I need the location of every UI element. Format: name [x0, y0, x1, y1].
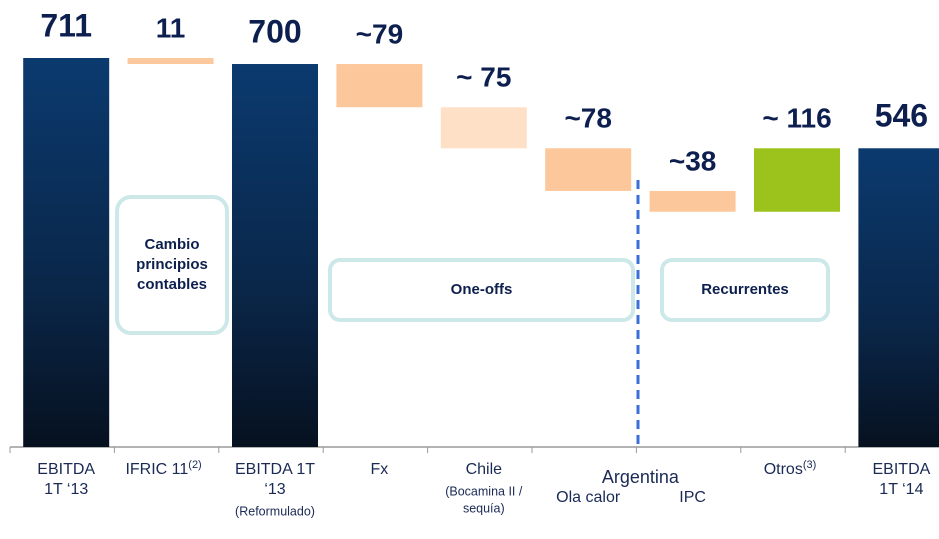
- value-label: ~38: [669, 145, 717, 176]
- x-tick-note: (Bocamina II /: [445, 484, 523, 498]
- x-tick-label: Chile: [466, 461, 503, 478]
- bar: [649, 190, 736, 212]
- x-tick-label: 1T ‘13: [44, 481, 88, 498]
- x-tick-label-text: EBITDA: [37, 461, 95, 478]
- value-label: 546: [875, 98, 928, 134]
- x-tick-label-text: Chile: [466, 461, 503, 478]
- x-tick-label: 1T ‘14: [879, 481, 923, 498]
- x-tick-label: EBITDA: [873, 461, 931, 478]
- annotation-box: [328, 258, 635, 322]
- superscript: (2): [188, 459, 201, 471]
- x-tick-label-text: 1T ‘14: [879, 481, 923, 498]
- annotation-box: [115, 195, 229, 335]
- bar: [232, 64, 318, 448]
- value-label: ~ 75: [456, 62, 511, 93]
- x-tick-note: sequía): [463, 501, 505, 515]
- annotation: Cambio: [144, 236, 199, 253]
- x-tick-label: IFRIC 11(2): [125, 459, 201, 478]
- annotation: contables: [137, 276, 207, 293]
- bar: [754, 148, 840, 212]
- value-label: 711: [40, 7, 92, 43]
- x-tick-label: EBITDA: [37, 461, 95, 478]
- x-tick-label-text: 1T ‘13: [44, 481, 88, 498]
- bar: [23, 58, 110, 447]
- group-label: Argentina: [602, 467, 680, 487]
- bar: [858, 148, 939, 447]
- bar: [127, 58, 214, 65]
- x-tick-label-text: EBITDA: [873, 461, 931, 478]
- x-tick-label-text: Fx: [371, 461, 389, 478]
- x-tick-note: (Reformulado): [235, 504, 315, 518]
- x-tick-label: Fx: [371, 461, 389, 478]
- value-label: ~79: [356, 18, 404, 49]
- x-tick-label-text: IPC: [679, 489, 706, 506]
- annotation-box: [660, 258, 830, 322]
- x-tick-label: IPC: [679, 489, 706, 506]
- x-tick-label-text: EBITDA 1T: [235, 461, 315, 478]
- bar: [440, 107, 527, 149]
- value-label: ~ 116: [762, 103, 831, 134]
- value-label: 700: [248, 13, 301, 49]
- x-tick-label: ‘13: [264, 481, 285, 498]
- x-tick-label-text: Otros: [764, 461, 803, 478]
- annotation: One-offs: [451, 281, 513, 298]
- x-tick-label: Otros(3): [764, 459, 817, 478]
- bar: [545, 148, 632, 191]
- value-label: ~78: [564, 103, 612, 134]
- x-tick-label: EBITDA 1T: [235, 461, 315, 478]
- value-label: 11: [156, 12, 186, 43]
- x-tick-label: Ola calor: [556, 489, 621, 506]
- annotation: principios: [136, 256, 208, 273]
- superscript: (3): [803, 459, 816, 471]
- x-tick-label-text: ‘13: [264, 481, 285, 498]
- x-tick-label-text: IFRIC 11: [125, 461, 188, 478]
- annotation: Recurrentes: [701, 281, 789, 298]
- bar: [336, 64, 423, 108]
- x-tick-label-text: Ola calor: [556, 489, 621, 506]
